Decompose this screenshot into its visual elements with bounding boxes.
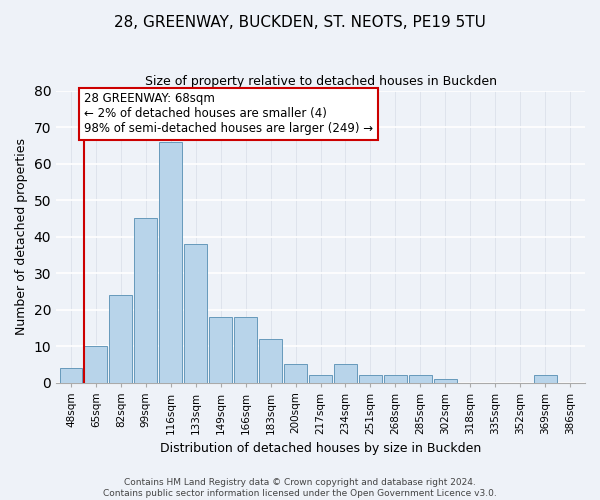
Bar: [284, 364, 307, 382]
Bar: [334, 364, 357, 382]
Y-axis label: Number of detached properties: Number of detached properties: [15, 138, 28, 335]
Text: 28, GREENWAY, BUCKDEN, ST. NEOTS, PE19 5TU: 28, GREENWAY, BUCKDEN, ST. NEOTS, PE19 5…: [114, 15, 486, 30]
Bar: [409, 375, 432, 382]
Bar: [109, 295, 133, 382]
Bar: [234, 317, 257, 382]
Bar: [184, 244, 207, 382]
Text: 28 GREENWAY: 68sqm
← 2% of detached houses are smaller (4)
98% of semi-detached : 28 GREENWAY: 68sqm ← 2% of detached hous…: [84, 92, 373, 136]
Bar: [209, 317, 232, 382]
Bar: [160, 142, 182, 382]
Bar: [384, 375, 407, 382]
Bar: [434, 379, 457, 382]
X-axis label: Distribution of detached houses by size in Buckden: Distribution of detached houses by size …: [160, 442, 481, 455]
Bar: [533, 375, 557, 382]
Bar: [359, 375, 382, 382]
Bar: [134, 218, 157, 382]
Bar: [59, 368, 82, 382]
Title: Size of property relative to detached houses in Buckden: Size of property relative to detached ho…: [145, 75, 497, 88]
Bar: [259, 338, 282, 382]
Bar: [85, 346, 107, 383]
Text: Contains HM Land Registry data © Crown copyright and database right 2024.
Contai: Contains HM Land Registry data © Crown c…: [103, 478, 497, 498]
Bar: [309, 375, 332, 382]
